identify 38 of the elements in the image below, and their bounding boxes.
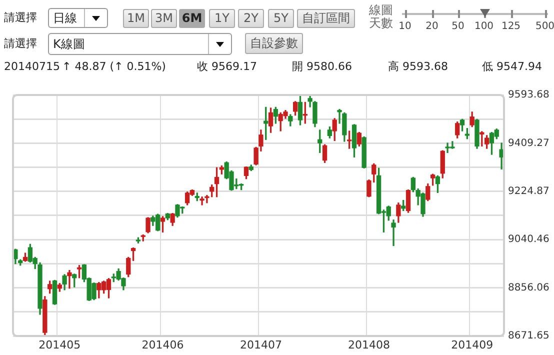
text: 高 9593.68 <box>388 60 448 74</box>
x-tick-label: 201406 <box>142 338 184 352</box>
period-button[interactable]: 6M <box>179 9 205 28</box>
text: 請選擇 <box>4 11 37 25</box>
text: 收 9569.17 <box>197 60 257 74</box>
text: 請選擇 <box>4 37 37 51</box>
period-button[interactable]: 5Y <box>268 9 294 28</box>
text: 低 9547.94 <box>482 60 542 74</box>
y-tick-label: 8856.06 <box>508 282 550 294</box>
text: 開 9580.66 <box>292 60 352 74</box>
text: 10 <box>398 20 412 34</box>
period-button[interactable]: 2Y <box>238 9 264 28</box>
y-tick-label: 9224.87 <box>508 186 550 197</box>
candlestick <box>391 220 396 246</box>
period-button[interactable]: 自訂區間 <box>297 9 355 28</box>
x-tick-label: 201405 <box>38 338 81 352</box>
text: 500 <box>535 20 554 34</box>
text: ↑ 48.87 (↑ 0.51%) <box>62 60 166 74</box>
x-tick-label: 201408 <box>348 338 390 352</box>
text: 20 <box>426 20 438 34</box>
action-button[interactable]: 自設參數 <box>245 33 303 54</box>
period-button[interactable]: 1Y <box>209 9 235 28</box>
text: 線圖天數 <box>369 3 394 30</box>
period-button[interactable]: 3M <box>151 9 177 28</box>
select-field[interactable]: 日線 <box>48 8 108 28</box>
text: 20140715 <box>4 60 60 74</box>
select-field[interactable]: K線圖 <box>48 33 232 55</box>
text: 50 <box>452 20 464 34</box>
period-button[interactable]: 1M <box>123 9 149 28</box>
x-tick-label: 201407 <box>240 338 282 352</box>
text: 100 <box>474 20 494 34</box>
x-tick-label: 201409 <box>451 338 494 352</box>
candlestick <box>67 270 72 289</box>
y-tick-label: 9593.68 <box>508 90 550 101</box>
y-tick-label: 9040.46 <box>508 234 550 246</box>
text: 125 <box>501 20 521 34</box>
y-tick-label: 8671.65 <box>508 330 550 342</box>
y-tick-label: 9409.27 <box>508 138 550 149</box>
